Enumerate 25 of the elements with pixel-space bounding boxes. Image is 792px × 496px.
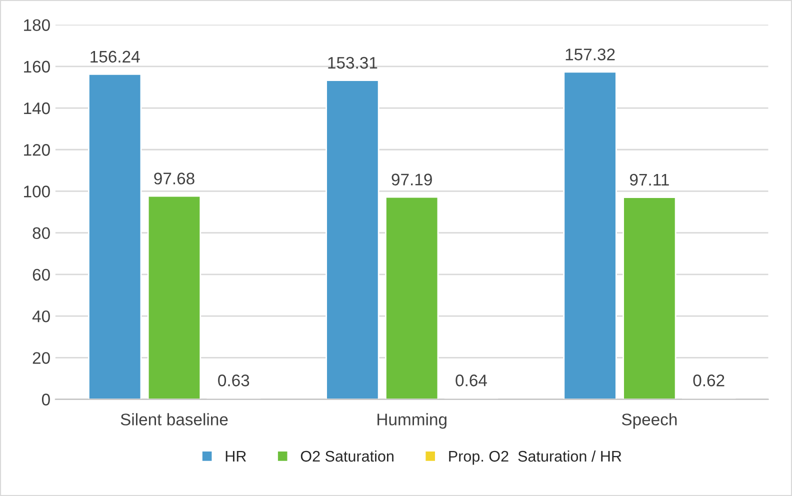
x-tick-label: Silent baseline: [120, 413, 228, 426]
y-tick-label: 160: [24, 60, 50, 73]
y-tick-label: 0: [42, 394, 50, 406]
data-label: 0.63: [218, 374, 250, 386]
y-tick-label: 20: [32, 352, 50, 364]
legend-label: O2 Saturation: [300, 450, 394, 462]
y-tick-label: 80: [32, 227, 50, 240]
y-tick-label: 100: [24, 186, 50, 198]
data-label: 0.64: [456, 374, 487, 386]
y-tick-label: 40: [32, 310, 50, 322]
x-tick-label: Speech: [622, 413, 677, 429]
data-label: 97.19: [392, 174, 432, 186]
y-tick-label: 180: [24, 19, 50, 32]
x-tick-label: Humming: [378, 413, 446, 429]
data-label: 156.24: [90, 50, 140, 63]
data-label: 0.62: [693, 374, 724, 386]
y-tick-label: 120: [24, 144, 50, 156]
data-label: 157.32: [566, 48, 615, 60]
data-label: 153.31: [328, 56, 378, 69]
data-label: 97.11: [630, 174, 669, 186]
legend-label: Prop. O2 Saturation / HR: [449, 450, 622, 465]
legend-label: HR: [226, 451, 246, 462]
y-tick-label: 140: [24, 102, 50, 114]
y-tick-label: 60: [32, 268, 50, 281]
data-label: 97.68: [154, 172, 194, 184]
